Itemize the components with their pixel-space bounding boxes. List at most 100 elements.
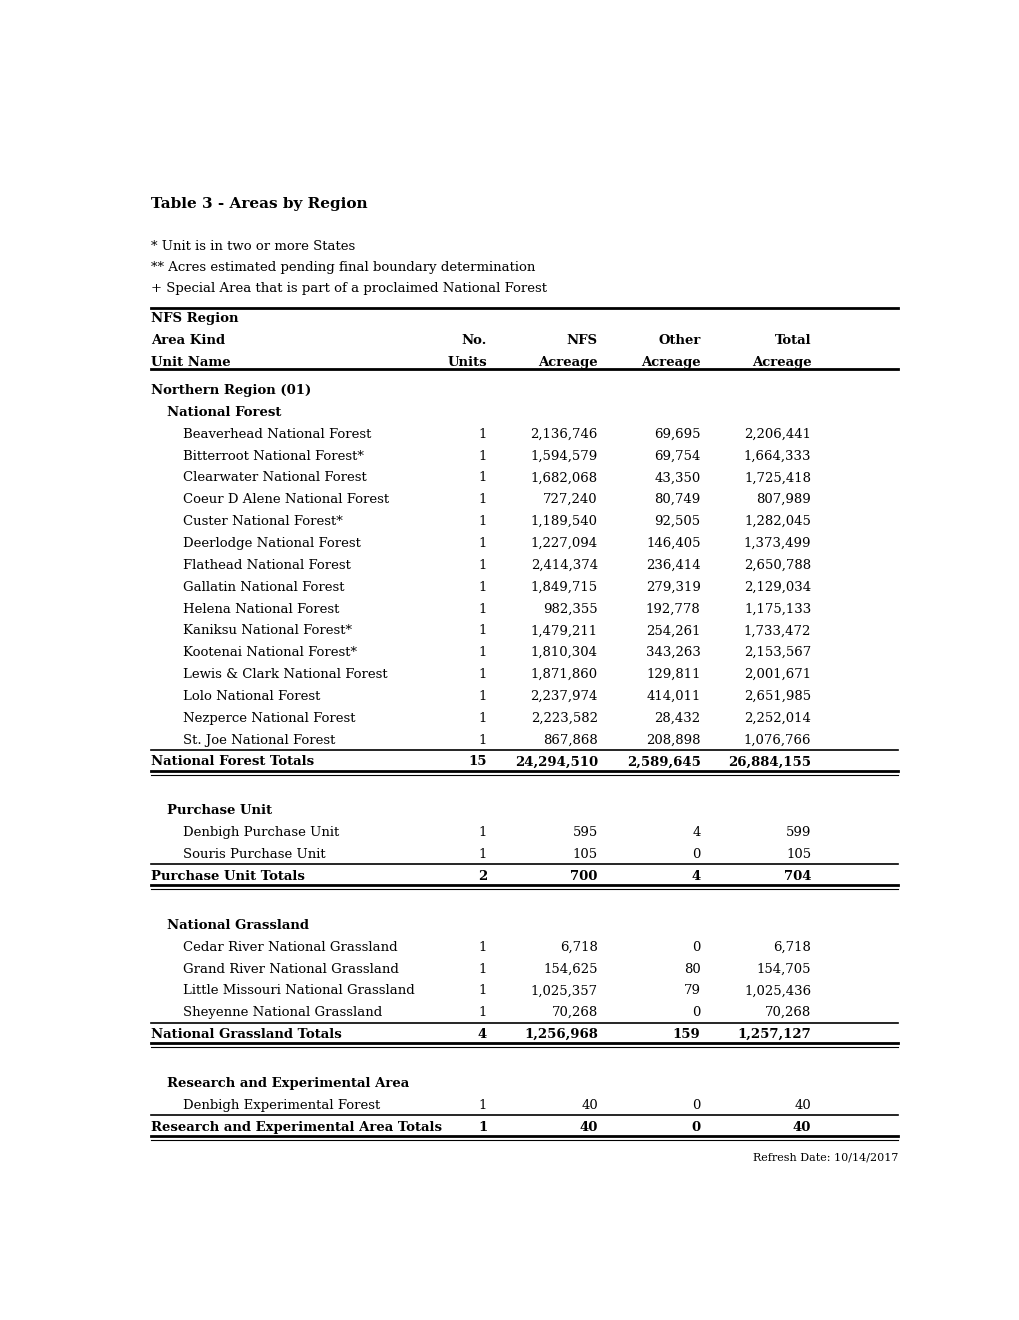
Text: Table 3 - Areas by Region: Table 3 - Areas by Region xyxy=(151,197,368,211)
Text: 1,189,540: 1,189,540 xyxy=(530,515,597,528)
Text: 1,479,211: 1,479,211 xyxy=(530,624,597,638)
Text: Clearwater National Forest: Clearwater National Forest xyxy=(182,471,366,484)
Text: Denbigh Experimental Forest: Denbigh Experimental Forest xyxy=(182,1098,380,1111)
Text: 2,650,788: 2,650,788 xyxy=(744,558,810,572)
Text: 192,778: 192,778 xyxy=(645,602,700,615)
Text: 1,733,472: 1,733,472 xyxy=(743,624,810,638)
Text: Nezperce National Forest: Nezperce National Forest xyxy=(182,711,355,725)
Text: 28,432: 28,432 xyxy=(654,711,700,725)
Text: 1,256,968: 1,256,968 xyxy=(524,1028,597,1041)
Text: 1,025,357: 1,025,357 xyxy=(530,985,597,998)
Text: 1,227,094: 1,227,094 xyxy=(530,537,597,550)
Text: Lewis & Clark National Forest: Lewis & Clark National Forest xyxy=(182,668,387,681)
Text: 867,868: 867,868 xyxy=(542,734,597,747)
Text: 1: 1 xyxy=(478,1006,487,1019)
Text: 1,076,766: 1,076,766 xyxy=(743,734,810,747)
Text: No.: No. xyxy=(462,334,487,347)
Text: 80: 80 xyxy=(683,962,700,975)
Text: 1,257,127: 1,257,127 xyxy=(737,1028,810,1041)
Text: 146,405: 146,405 xyxy=(645,537,700,550)
Text: Beaverhead National Forest: Beaverhead National Forest xyxy=(182,428,371,441)
Text: 2,206,441: 2,206,441 xyxy=(744,428,810,441)
Text: 1: 1 xyxy=(478,428,487,441)
Text: 40: 40 xyxy=(579,1121,597,1134)
Text: Area Kind: Area Kind xyxy=(151,334,225,347)
Text: 26,884,155: 26,884,155 xyxy=(728,755,810,768)
Text: Refresh Date: 10/14/2017: Refresh Date: 10/14/2017 xyxy=(752,1152,898,1163)
Text: 1: 1 xyxy=(478,624,487,638)
Text: 1,664,333: 1,664,333 xyxy=(743,450,810,462)
Text: 6,718: 6,718 xyxy=(772,941,810,953)
Text: Sheyenne National Grassland: Sheyenne National Grassland xyxy=(182,1006,382,1019)
Text: 2,252,014: 2,252,014 xyxy=(744,711,810,725)
Text: 1,871,860: 1,871,860 xyxy=(530,668,597,681)
Text: 0: 0 xyxy=(692,1006,700,1019)
Text: 15: 15 xyxy=(468,755,487,768)
Text: National Forest Totals: National Forest Totals xyxy=(151,755,314,768)
Text: Acreage: Acreage xyxy=(538,355,597,368)
Text: 343,263: 343,263 xyxy=(645,647,700,659)
Text: 1,810,304: 1,810,304 xyxy=(530,647,597,659)
Text: 159: 159 xyxy=(673,1028,700,1041)
Text: 79: 79 xyxy=(683,985,700,998)
Text: 2,001,671: 2,001,671 xyxy=(744,668,810,681)
Text: 1: 1 xyxy=(478,1098,487,1111)
Text: 1: 1 xyxy=(478,515,487,528)
Text: Custer National Forest*: Custer National Forest* xyxy=(182,515,342,528)
Text: 2,651,985: 2,651,985 xyxy=(744,690,810,704)
Text: 1: 1 xyxy=(478,734,487,747)
Text: Acreage: Acreage xyxy=(640,355,700,368)
Text: 2,223,582: 2,223,582 xyxy=(530,711,597,725)
Text: 1: 1 xyxy=(478,558,487,572)
Text: Kootenai National Forest*: Kootenai National Forest* xyxy=(182,647,357,659)
Text: + Special Area that is part of a proclaimed National Forest: + Special Area that is part of a proclai… xyxy=(151,282,546,296)
Text: 2,153,567: 2,153,567 xyxy=(743,647,810,659)
Text: 1,025,436: 1,025,436 xyxy=(744,985,810,998)
Text: ** Acres estimated pending final boundary determination: ** Acres estimated pending final boundar… xyxy=(151,261,535,275)
Text: 1,725,418: 1,725,418 xyxy=(744,471,810,484)
Text: 727,240: 727,240 xyxy=(543,494,597,507)
Text: 70,268: 70,268 xyxy=(551,1006,597,1019)
Text: 1: 1 xyxy=(478,1121,487,1134)
Text: 1,849,715: 1,849,715 xyxy=(530,581,597,594)
Text: 1: 1 xyxy=(478,668,487,681)
Text: 0: 0 xyxy=(692,847,700,861)
Text: 4: 4 xyxy=(691,870,700,883)
Text: 154,705: 154,705 xyxy=(756,962,810,975)
Text: 1,373,499: 1,373,499 xyxy=(743,537,810,550)
Text: 1: 1 xyxy=(478,494,487,507)
Text: 154,625: 154,625 xyxy=(543,962,597,975)
Text: 1: 1 xyxy=(478,647,487,659)
Text: National Grassland Totals: National Grassland Totals xyxy=(151,1028,341,1041)
Text: 24,294,510: 24,294,510 xyxy=(515,755,597,768)
Text: 40: 40 xyxy=(794,1098,810,1111)
Text: Helena National Forest: Helena National Forest xyxy=(182,602,339,615)
Text: Little Missouri National Grassland: Little Missouri National Grassland xyxy=(182,985,414,998)
Text: 69,695: 69,695 xyxy=(653,428,700,441)
Text: 807,989: 807,989 xyxy=(756,494,810,507)
Text: 80,749: 80,749 xyxy=(654,494,700,507)
Text: 2,136,746: 2,136,746 xyxy=(530,428,597,441)
Text: * Unit is in two or more States: * Unit is in two or more States xyxy=(151,240,355,252)
Text: 129,811: 129,811 xyxy=(645,668,700,681)
Text: Kaniksu National Forest*: Kaniksu National Forest* xyxy=(182,624,352,638)
Text: Purchase Unit: Purchase Unit xyxy=(167,804,272,817)
Text: 1,594,579: 1,594,579 xyxy=(530,450,597,462)
Text: 1: 1 xyxy=(478,581,487,594)
Text: 236,414: 236,414 xyxy=(645,558,700,572)
Text: Coeur D Alene National Forest: Coeur D Alene National Forest xyxy=(182,494,388,507)
Text: 2,589,645: 2,589,645 xyxy=(626,755,700,768)
Text: Flathead National Forest: Flathead National Forest xyxy=(182,558,351,572)
Text: Research and Experimental Area: Research and Experimental Area xyxy=(167,1077,409,1090)
Text: 105: 105 xyxy=(572,847,597,861)
Text: Grand River National Grassland: Grand River National Grassland xyxy=(182,962,398,975)
Text: 1: 1 xyxy=(478,537,487,550)
Text: 40: 40 xyxy=(581,1098,597,1111)
Text: Gallatin National Forest: Gallatin National Forest xyxy=(182,581,344,594)
Text: 700: 700 xyxy=(570,870,597,883)
Text: 208,898: 208,898 xyxy=(645,734,700,747)
Text: Northern Region (01): Northern Region (01) xyxy=(151,384,311,397)
Text: 70,268: 70,268 xyxy=(764,1006,810,1019)
Text: 599: 599 xyxy=(785,826,810,840)
Text: NFS: NFS xyxy=(567,334,597,347)
